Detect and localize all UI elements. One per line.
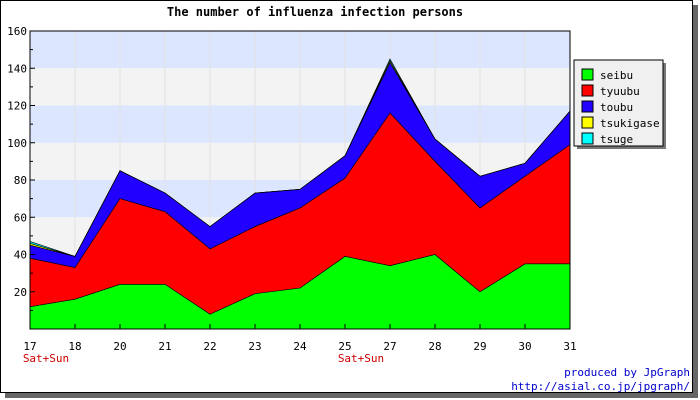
y-tick-label: 40 xyxy=(14,249,27,262)
legend-swatch-tsukigase xyxy=(581,116,594,129)
x-tick-label: 23 xyxy=(248,340,261,353)
chart-title: The number of influenza infection person… xyxy=(167,5,463,19)
x-tick-label: 20 xyxy=(113,340,126,353)
y-tick-label: 120 xyxy=(7,100,27,113)
legend-label-tyuubu: tyuubu xyxy=(600,85,640,98)
legend-swatch-seibu xyxy=(581,68,594,81)
area-tsuge xyxy=(29,58,571,257)
x-tick-label: 27 xyxy=(383,340,396,353)
y-tick-label: 100 xyxy=(7,137,27,150)
x-tick-label: 25 xyxy=(338,340,351,353)
y-tick-label: 160 xyxy=(7,25,27,38)
weekend-label: Sat+Sun xyxy=(338,352,384,365)
x-tick-label: 31 xyxy=(563,340,576,353)
y-tick-label: 60 xyxy=(14,211,27,224)
credit-line-1: produced by JpGraph xyxy=(564,366,690,379)
weekend-label: Sat+Sun xyxy=(23,352,69,365)
x-tick-label: 22 xyxy=(203,340,216,353)
legend-label-seibu: seibu xyxy=(600,69,633,82)
x-tick-label: 30 xyxy=(518,340,531,353)
legend-swatch-tyuubu xyxy=(581,84,594,97)
x-tick-label: 21 xyxy=(158,340,171,353)
x-tick-label: 24 xyxy=(293,340,307,353)
legend-label-toubu: toubu xyxy=(600,101,633,114)
legend-label-tsuge: tsuge xyxy=(600,133,633,146)
y-tick-label: 80 xyxy=(14,174,27,187)
legend-label-tsukigase: tsukigase xyxy=(600,117,660,130)
x-tick-label: 17 xyxy=(23,340,36,353)
x-tick-label: 29 xyxy=(473,340,486,353)
y-tick-label: 20 xyxy=(14,286,27,299)
x-tick-label: 28 xyxy=(428,340,441,353)
legend-swatch-toubu xyxy=(581,100,594,113)
legend-swatch-tsuge xyxy=(581,132,594,145)
x-tick-label: 18 xyxy=(68,340,81,353)
y-tick-label: 140 xyxy=(7,62,27,75)
credit-line-2[interactable]: http://asial.co.jp/jpgraph/ xyxy=(511,380,690,393)
